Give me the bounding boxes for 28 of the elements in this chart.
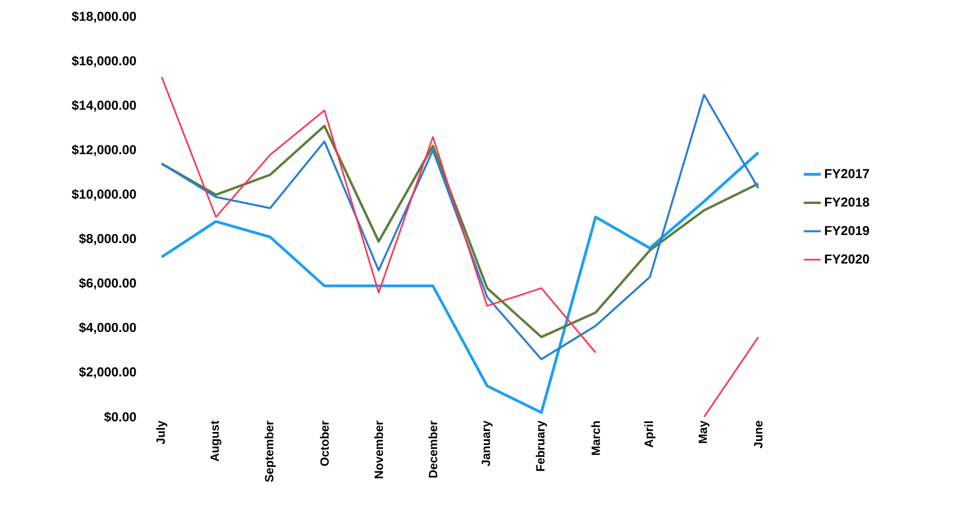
x-tick-label: December <box>428 420 438 478</box>
x-tick-label: November <box>374 420 384 478</box>
y-tick-label: $8,000.00 <box>79 233 136 246</box>
x-tick-label: January <box>482 420 492 466</box>
x-tick-label: July <box>156 420 168 444</box>
y-tick-label: $10,000.00 <box>72 188 136 201</box>
y-tick-label: $4,000.00 <box>79 322 136 334</box>
x-tick-label: May <box>698 420 710 443</box>
y-tick-label: $12,000.00 <box>72 144 136 156</box>
y-tick-label: $2,000.00 <box>79 366 136 378</box>
line-series <box>160 124 760 338</box>
x-tick-label: June <box>754 420 762 448</box>
y-tick-label: $14,000.00 <box>72 100 136 112</box>
line-series <box>160 94 760 360</box>
legend-label: FY2017 <box>825 169 869 178</box>
y-tick-label: $0.00 <box>104 412 136 422</box>
x-tick-label: September <box>264 420 276 482</box>
x-tick-label: March <box>591 421 600 455</box>
legend-label: FY2018 <box>825 197 870 207</box>
x-tick-label: August <box>210 420 222 462</box>
y-tick-label: $6,000.00 <box>79 278 136 290</box>
x-tick-label: October <box>320 420 329 466</box>
legend-label: FY2020 <box>825 254 870 264</box>
x-tick-label: February <box>536 420 547 471</box>
y-tick-label: $18,000.00 <box>72 11 136 23</box>
y-tick-label: $16,000.00 <box>72 56 136 68</box>
legend-label: FY2019 <box>825 226 870 236</box>
x-tick-label: April <box>644 421 656 448</box>
